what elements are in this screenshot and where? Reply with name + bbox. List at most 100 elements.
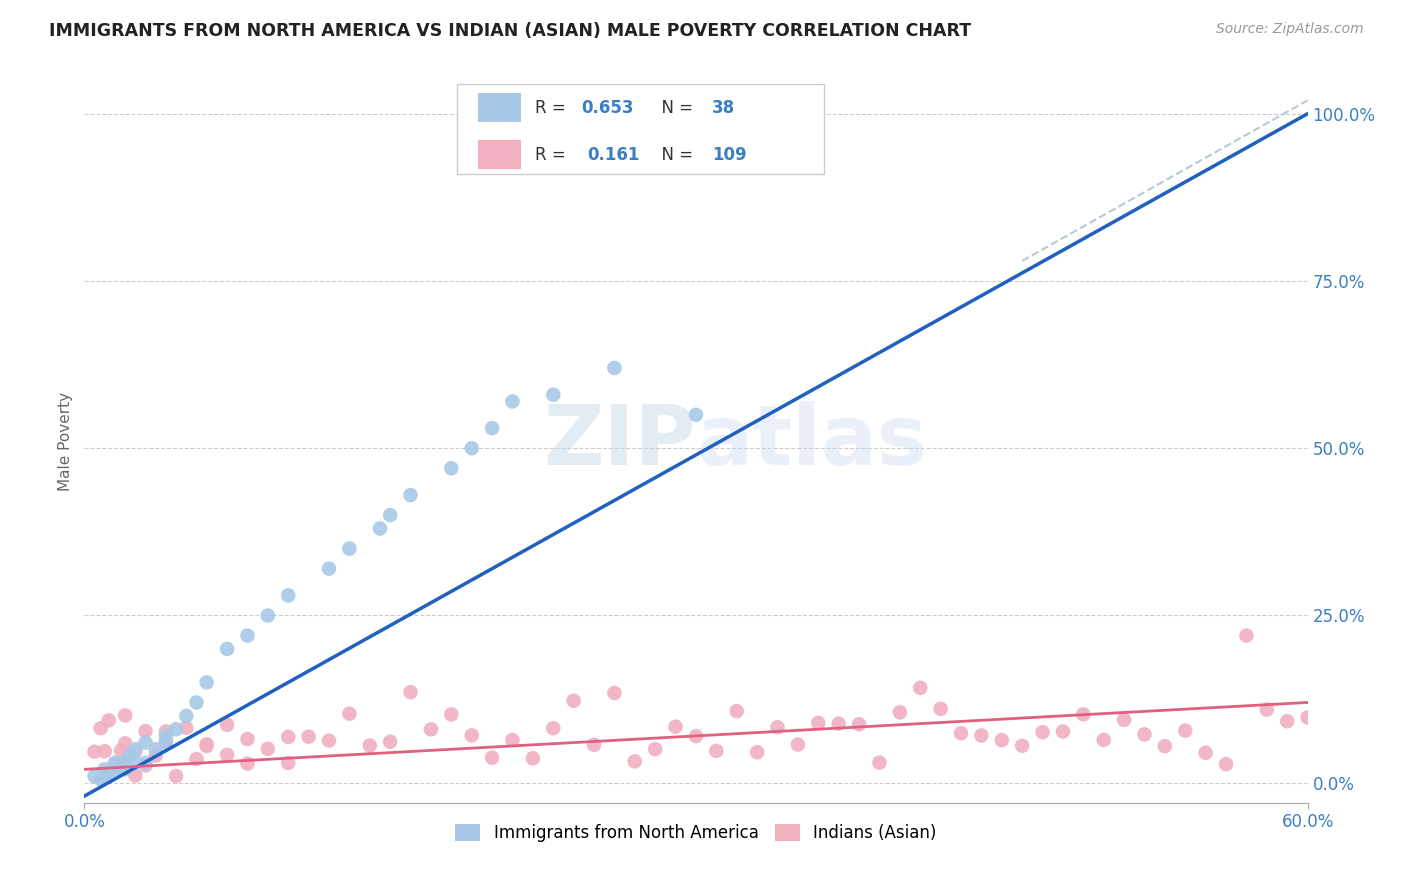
Point <box>929 702 952 716</box>
Point <box>195 739 218 753</box>
Point <box>135 735 157 749</box>
Point <box>725 704 748 718</box>
Point <box>90 721 112 735</box>
Point <box>124 768 146 782</box>
Point <box>848 717 870 731</box>
Point <box>1236 628 1258 642</box>
Text: R =: R = <box>534 145 575 164</box>
Point <box>1337 743 1360 757</box>
Text: atlas: atlas <box>696 401 927 482</box>
Point <box>1399 733 1406 747</box>
Point <box>93 744 115 758</box>
Point <box>522 751 544 765</box>
Point <box>747 745 769 759</box>
Point <box>195 675 218 690</box>
Point <box>889 706 911 720</box>
Point <box>135 758 157 772</box>
Point <box>543 721 565 735</box>
Point <box>970 729 993 743</box>
Point <box>124 756 146 770</box>
Point <box>165 769 187 783</box>
Point <box>97 765 120 780</box>
Point <box>90 772 112 787</box>
Point <box>277 589 299 603</box>
Bar <box>478 140 522 169</box>
Point <box>97 714 120 728</box>
Point <box>114 736 136 750</box>
Point <box>135 724 157 739</box>
Point <box>440 707 463 722</box>
Point <box>380 735 402 749</box>
Point <box>236 732 259 747</box>
Point <box>145 748 167 763</box>
Text: IMMIGRANTS FROM NORTH AMERICA VS INDIAN (ASIAN) MALE POVERTY CORRELATION CHART: IMMIGRANTS FROM NORTH AMERICA VS INDIAN … <box>49 22 972 40</box>
Point <box>1296 710 1319 724</box>
Text: Source: ZipAtlas.com: Source: ZipAtlas.com <box>1216 22 1364 37</box>
Point <box>114 708 136 723</box>
Point <box>1073 707 1095 722</box>
Point <box>155 734 177 748</box>
Point <box>318 562 340 576</box>
Point <box>236 628 259 642</box>
Point <box>502 733 524 747</box>
Point <box>910 681 932 695</box>
Point <box>1256 702 1278 716</box>
Point <box>399 488 422 502</box>
Point <box>685 729 707 743</box>
Text: 109: 109 <box>711 145 747 164</box>
Point <box>603 686 626 700</box>
FancyBboxPatch shape <box>457 84 824 174</box>
Point <box>135 756 157 770</box>
Text: ZIP: ZIP <box>544 401 696 482</box>
Point <box>93 762 115 776</box>
Point <box>277 730 299 744</box>
Point <box>1032 725 1054 739</box>
Point <box>368 521 391 535</box>
Point <box>217 718 239 732</box>
Point <box>155 735 177 749</box>
Point <box>104 758 127 772</box>
Point <box>236 756 259 771</box>
Point <box>461 728 484 742</box>
Point <box>83 769 105 783</box>
Point <box>1277 714 1299 729</box>
Point <box>1133 727 1156 741</box>
Point <box>359 739 381 753</box>
Point <box>991 733 1014 747</box>
Point <box>318 733 340 747</box>
Point <box>114 756 136 770</box>
Point <box>174 708 197 723</box>
Point <box>110 759 132 773</box>
Point <box>165 723 187 737</box>
Point <box>145 742 167 756</box>
Point <box>339 706 361 721</box>
Point <box>186 752 208 766</box>
Point <box>543 387 565 401</box>
Point <box>828 716 851 731</box>
Point <box>380 508 402 523</box>
Text: 0.161: 0.161 <box>588 145 640 164</box>
Point <box>665 720 688 734</box>
Text: 0.653: 0.653 <box>581 99 634 117</box>
Point <box>93 769 115 783</box>
Point <box>298 730 321 744</box>
Point <box>155 729 177 743</box>
Point <box>440 461 463 475</box>
Point <box>1378 741 1400 756</box>
Point <box>114 762 136 776</box>
Point <box>217 747 239 762</box>
Point <box>624 755 647 769</box>
Point <box>1215 757 1237 772</box>
Point <box>1052 724 1074 739</box>
Point <box>766 720 789 734</box>
Point <box>257 608 280 623</box>
Point <box>481 421 503 435</box>
Text: R =: R = <box>534 99 571 117</box>
Point <box>118 749 141 764</box>
Point <box>1358 732 1381 747</box>
Point <box>644 742 666 756</box>
Point <box>502 394 524 409</box>
Point <box>583 738 606 752</box>
Text: 38: 38 <box>711 99 735 117</box>
Text: N =: N = <box>651 145 699 164</box>
